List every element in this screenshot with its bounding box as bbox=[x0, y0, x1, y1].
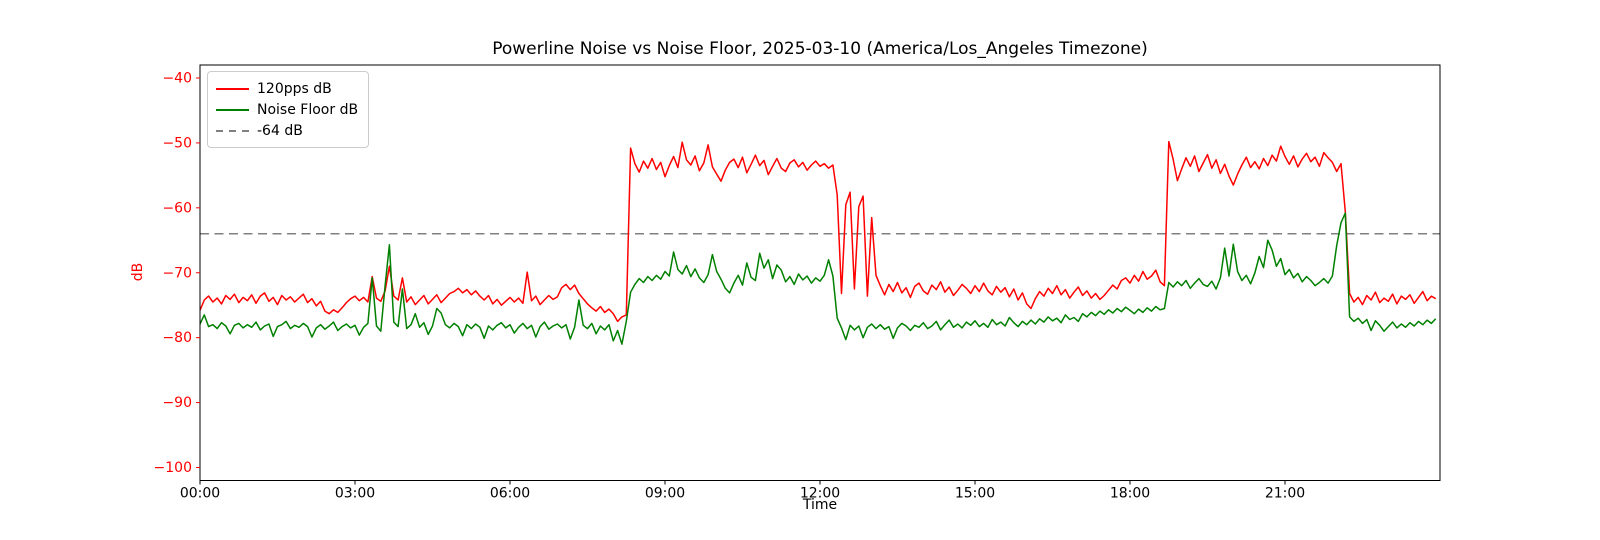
x-tick-label: 18:00 bbox=[1110, 486, 1150, 502]
legend-line-sample bbox=[216, 87, 249, 90]
legend-entry-noise-floor: Noise Floor dB bbox=[216, 99, 358, 120]
legend-label: -64 dB bbox=[257, 122, 303, 139]
y-axis-label: dB bbox=[130, 262, 146, 282]
legend-entry-threshold: -64 dB bbox=[216, 120, 358, 141]
y-tick-label: −100 bbox=[154, 460, 192, 476]
legend-dashed-line-sample bbox=[216, 129, 249, 132]
x-tick-label: 03:00 bbox=[335, 486, 375, 502]
y-tick-label: −80 bbox=[162, 330, 192, 346]
series-line-0 bbox=[199, 140, 1437, 323]
y-tick-label: −60 bbox=[162, 200, 192, 216]
y-tick-label: −90 bbox=[162, 395, 192, 411]
y-tick-label: −40 bbox=[162, 70, 192, 86]
y-tick-label: −70 bbox=[162, 265, 192, 281]
series-line-1 bbox=[199, 212, 1437, 345]
x-tick-label: 21:00 bbox=[1265, 486, 1305, 502]
chart-title: Powerline Noise vs Noise Floor, 2025-03-… bbox=[492, 39, 1148, 59]
x-tick-label: 12:00 bbox=[800, 486, 840, 502]
legend-label: Noise Floor dB bbox=[257, 101, 359, 118]
x-tick-label: 00:00 bbox=[180, 486, 220, 502]
legend: 120pps dB Noise Floor dB -64 dB bbox=[207, 71, 370, 148]
x-axis-label: Time bbox=[802, 497, 838, 513]
y-tick-label: −50 bbox=[162, 135, 192, 151]
x-tick-label: 15:00 bbox=[955, 486, 995, 502]
legend-line-sample bbox=[216, 108, 249, 111]
legend-entry-120pps: 120pps dB bbox=[216, 78, 358, 99]
x-tick-label: 09:00 bbox=[645, 486, 685, 502]
legend-label: 120pps dB bbox=[257, 80, 332, 97]
x-tick-label: 06:00 bbox=[490, 486, 530, 502]
